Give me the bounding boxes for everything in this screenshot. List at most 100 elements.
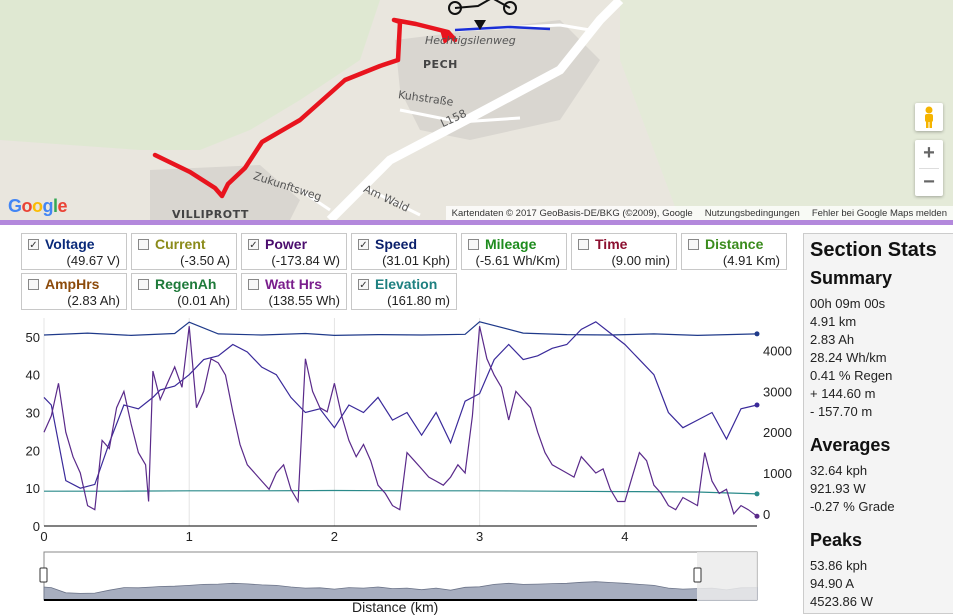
y-right-tick-label: 1000	[763, 466, 792, 481]
series-line-elevation	[44, 489, 758, 495]
metric-toggle-amphrs[interactable]: AmpHrs (2.83 Ah)	[21, 273, 127, 310]
peaks-stat: 94.90 A	[810, 576, 855, 591]
checkbox[interactable]	[578, 239, 589, 250]
checkbox[interactable]	[248, 279, 259, 290]
map-background	[0, 0, 953, 220]
averages-list: 32.64 kph 921.93 W -0.27 % Grade	[810, 462, 953, 516]
metric-value: (4.91 Km)	[722, 253, 780, 268]
map-attribution: Kartendaten © 2017 GeoBasis-DE/BKG (©200…	[445, 206, 953, 220]
metric-toggle-distance[interactable]: Distance (4.91 Km)	[681, 233, 787, 270]
x-tick-label: 3	[476, 529, 483, 544]
peaks-stat: 53.86 kph	[810, 558, 868, 573]
current-segment	[454, 25, 551, 32]
checkbox[interactable]	[138, 239, 149, 250]
map-divider	[0, 220, 953, 225]
metric-value: (-5.61 Wh/Km)	[475, 253, 560, 268]
metric-value: (-3.50 A)	[180, 253, 230, 268]
series-endpoint-voltage	[754, 331, 760, 337]
x-tick-label: 2	[331, 529, 338, 544]
summary-heading: Summary	[810, 268, 893, 288]
metric-name: Current	[155, 236, 206, 252]
terms-link[interactable]: Nutzungsbedingungen	[704, 207, 800, 219]
zoom-control: + −	[915, 140, 943, 196]
summary-stat: 4.91 km	[810, 314, 857, 329]
metric-toggle-current[interactable]: Current (-3.50 A)	[131, 233, 237, 270]
summary-list: 00h 09m 00s 4.91 km 2.83 Ah 28.24 Wh/km 0.41…	[810, 295, 953, 421]
metric-name: Watt Hrs	[265, 276, 323, 292]
section-stats-title: Section Stats	[810, 239, 937, 261]
metric-toggle-power[interactable]: ✓ Power (-173.84 W)	[241, 233, 347, 270]
zoom-out-button[interactable]: −	[923, 171, 935, 193]
metric-toggle-regenah[interactable]: RegenAh (0.01 Ah)	[131, 273, 237, 310]
checkbox[interactable]: ✓	[358, 239, 369, 251]
series-endpoint-elevation	[754, 491, 760, 497]
averages-stat: -0.27 % Grade	[810, 499, 895, 514]
summary-stat: 28.24 Wh/km	[810, 350, 887, 365]
checkbox[interactable]: ✓	[248, 239, 259, 251]
summary-stat: + 144.60 m	[810, 386, 876, 401]
x-tick-label: 4	[621, 529, 628, 544]
checkbox[interactable]	[28, 279, 39, 290]
checkbox[interactable]: ✓	[28, 239, 39, 251]
summary-stat: 2.83 Ah	[810, 332, 855, 347]
report-error-link[interactable]: Fehler bei Google Maps melden	[811, 207, 947, 219]
checkbox[interactable]: ✓	[358, 279, 369, 291]
range-handle-right[interactable]	[693, 567, 702, 583]
metric-toggle-mileage[interactable]: Mileage (-5.61 Wh/Km)	[461, 233, 567, 270]
y-left-tick-label: 0	[33, 519, 40, 534]
checkbox[interactable]	[138, 279, 149, 290]
range-overview	[39, 551, 758, 601]
y-left-tick-label: 40	[26, 368, 40, 383]
metric-toggle-watt-hrs[interactable]: Watt Hrs (138.55 Wh)	[241, 273, 347, 310]
series-line-power	[43, 326, 758, 517]
route-map[interactable]: Hechtigsilenweg PECH Kuhstraße L158 Zuku…	[0, 0, 953, 220]
attribution-text: Kartendaten © 2017 GeoBasis-DE/BKG (©200…	[451, 207, 693, 219]
metric-toggle-time[interactable]: Time (9.00 min)	[571, 233, 677, 270]
section-stats-panel: Section Stats Summary 00h 09m 00s 4.91 km…	[803, 233, 953, 614]
position-marker	[474, 20, 486, 30]
zoom-in-button[interactable]: +	[923, 142, 935, 164]
metric-name: Distance	[705, 236, 764, 252]
chart-lines	[43, 321, 760, 519]
metric-name: AmpHrs	[45, 276, 100, 292]
peaks-heading: Peaks	[810, 530, 863, 550]
y-right-tick-label: 0	[763, 507, 770, 522]
series-line-speed	[43, 321, 758, 489]
metric-toggle-elevation[interactable]: ✓ Elevation (161.80 m)	[351, 273, 457, 310]
metric-toggle-speed[interactable]: ✓ Speed (31.01 Kph)	[351, 233, 457, 270]
peaks-stat: 4523.86 W	[810, 594, 873, 609]
y-left-tick-label: 10	[26, 481, 40, 496]
metric-name: Elevation	[375, 276, 438, 292]
metric-name: Voltage	[45, 236, 95, 252]
metric-value: (31.01 Kph)	[382, 253, 450, 268]
metric-toggle-voltage[interactable]: ✓ Voltage (49.67 V)	[21, 233, 127, 270]
peaks-list: 53.86 kph 94.90 A 4523.86 W	[810, 557, 953, 611]
town-label: PECH	[423, 58, 458, 71]
checkbox[interactable]	[468, 239, 479, 250]
checkbox[interactable]	[688, 239, 699, 250]
range-handle-left[interactable]	[39, 567, 48, 583]
metric-name: Time	[595, 236, 628, 252]
x-axis-label: Distance (km)	[352, 599, 439, 615]
metric-name: Mileage	[485, 236, 537, 252]
series-line-voltage	[43, 321, 758, 337]
metric-value: (2.83 Ah)	[67, 293, 120, 308]
y-right-tick-label: 3000	[763, 384, 792, 399]
averages-stat: 921.93 W	[810, 481, 866, 496]
metric-name: RegenAh	[155, 276, 217, 292]
metric-value: (9.00 min)	[611, 253, 670, 268]
overview-unselected	[697, 552, 757, 600]
series-endpoint-speed	[754, 402, 760, 408]
summary-stat: 0.41 % Regen	[810, 368, 893, 383]
street-view-button[interactable]	[915, 103, 943, 131]
metric-name: Power	[265, 236, 308, 252]
metric-value: (138.55 Wh)	[268, 293, 340, 308]
metric-value: (161.80 m)	[387, 293, 450, 308]
series-endpoint-power	[754, 513, 760, 519]
averages-heading: Averages	[810, 435, 891, 455]
route-path	[152, 17, 458, 199]
zoom-divider	[919, 168, 939, 169]
y-right-tick-label: 2000	[763, 425, 792, 440]
